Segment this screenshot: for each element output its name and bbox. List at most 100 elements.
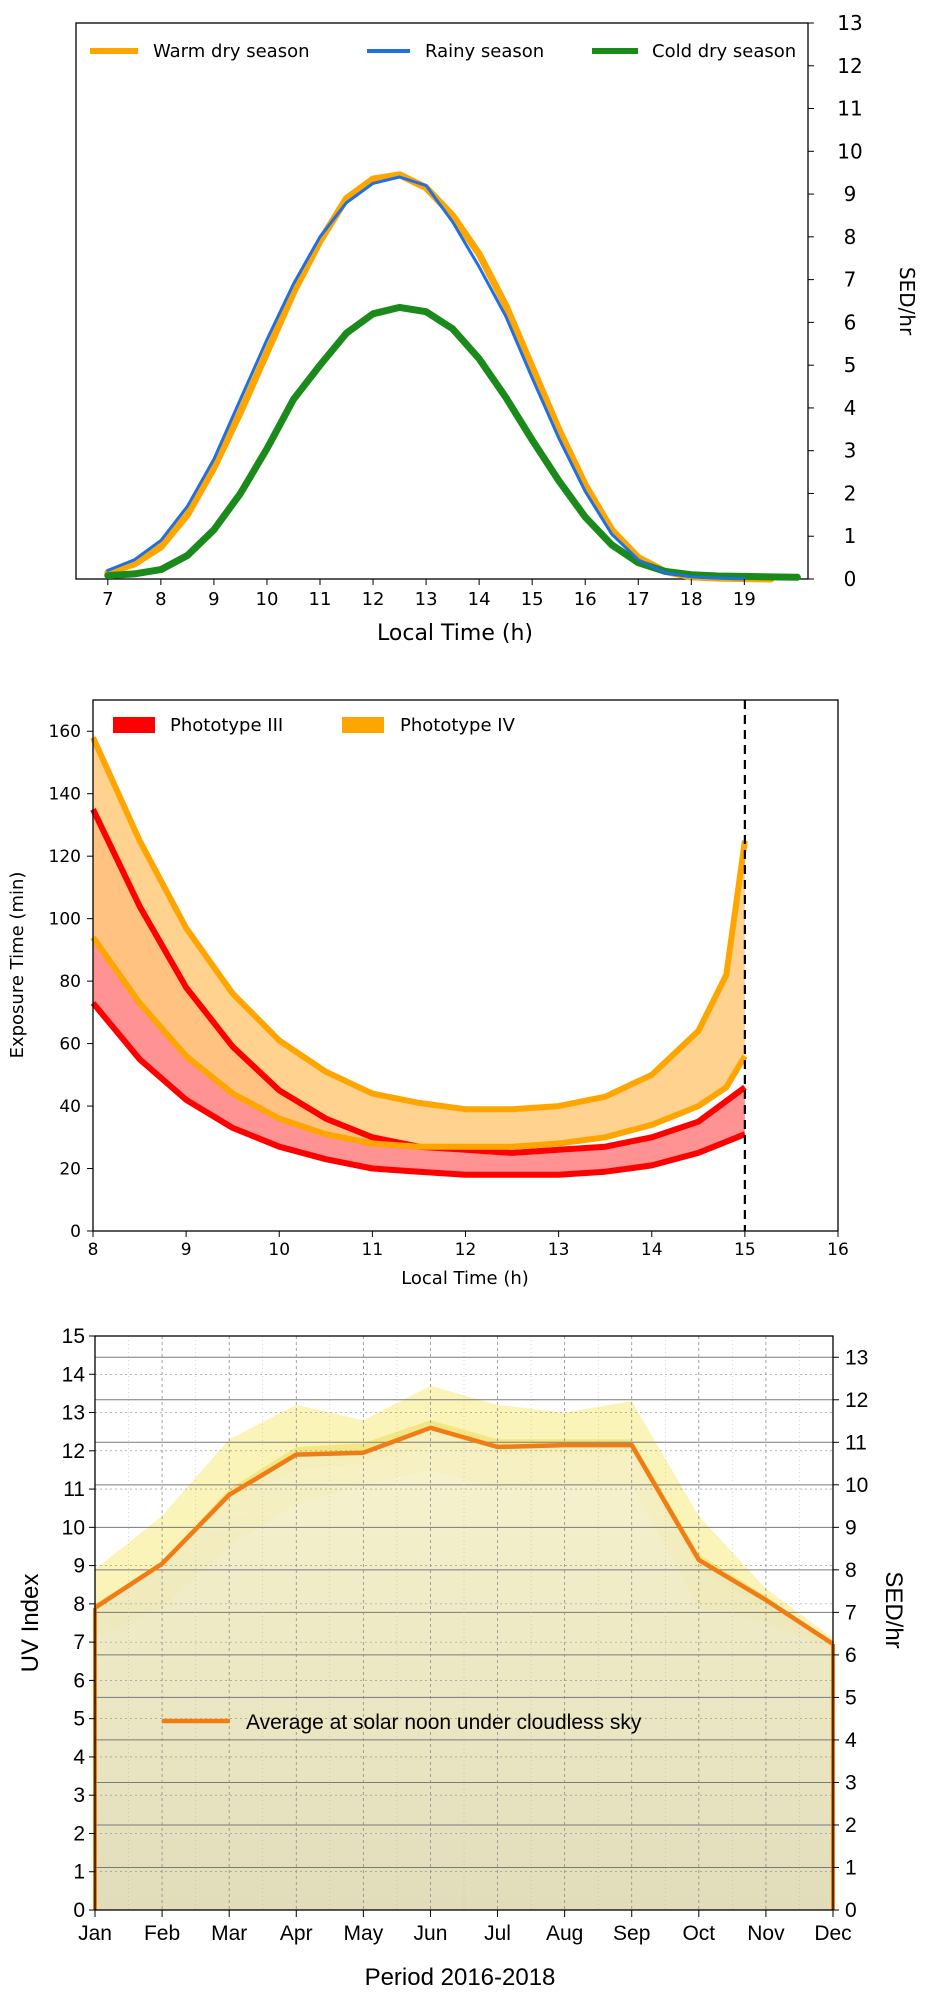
x-tick-label: Sep — [613, 1922, 650, 1945]
x-tick-label: 16 — [574, 589, 597, 610]
plot-frame — [94, 1335, 834, 1911]
y-axis-label: SED/hr — [895, 267, 919, 336]
legend: Average at solar noon under cloudless sk… — [162, 1711, 642, 1734]
y-tick-label-right: 0 — [845, 1899, 857, 1922]
y-tick-label-right: 11 — [845, 1431, 867, 1454]
y-tick-label: 13 — [62, 1402, 85, 1425]
band-edge — [90, 935, 748, 1150]
uncertainty-band-outer — [95, 1385, 833, 1650]
y-axis-label-right: SED/hr — [880, 1571, 907, 1648]
y-tick-label: 1 — [844, 524, 857, 548]
y-tick-label: 15 — [62, 1325, 85, 1348]
panel-seasonal-sed: 7 8 9 10 11 12 13 14 15 16 17 18 19 0123456789101112… — [75, 11, 919, 646]
y-tick-label: 12 — [62, 1440, 85, 1463]
x-tick-label: Nov — [747, 1922, 785, 1945]
x-tick-label: Jul — [484, 1922, 511, 1945]
y-tick-label: 2 — [73, 1822, 85, 1845]
y-tick-label-right: 6 — [845, 1644, 857, 1667]
series-line — [106, 175, 746, 581]
y-tick-label: 2 — [844, 481, 857, 505]
legend-swatch-phototype-iv — [342, 717, 384, 733]
y-tick-label: 13 — [837, 11, 862, 35]
x-tick-label: Mar — [211, 1922, 247, 1945]
legend-swatch-phototype-iii — [113, 717, 155, 733]
x-tick-label: 19 — [733, 589, 756, 610]
y-tick-label-right: 4 — [845, 1729, 857, 1752]
legend-label: Warm dry season — [153, 41, 310, 62]
y-tick-label: 10 — [837, 139, 862, 163]
y-tick-label: 0 — [70, 1222, 81, 1242]
x-tick-label: 13 — [548, 1240, 570, 1260]
series-line — [104, 303, 801, 581]
y-tick-label: 5 — [844, 353, 857, 377]
y-tick-label-right: 10 — [845, 1474, 868, 1497]
y-tick-label: 9 — [73, 1555, 85, 1578]
y-axis-label: Exposure Time (min) — [7, 872, 28, 1059]
x-tick-label: 13 — [415, 589, 438, 610]
x-tick-label: Jun — [414, 1922, 448, 1945]
x-tick-label: 9 — [181, 1240, 192, 1260]
x-tick-label: 10 — [256, 589, 279, 610]
y-tick-label: 14 — [62, 1363, 86, 1386]
band-edge — [90, 736, 748, 1113]
y-tick-label-right: 1 — [845, 1856, 857, 1879]
y-tick-label: 11 — [837, 97, 862, 121]
y-tick-label: 100 — [49, 910, 81, 930]
legend-label: Cold dry season — [652, 41, 796, 62]
x-tick-label: 14 — [641, 1240, 663, 1260]
y-tick-label-right: 7 — [845, 1601, 857, 1624]
y-tick-label: 0 — [844, 567, 857, 591]
x-axis-label: Local Time (h) — [401, 1268, 529, 1289]
x-tick-label: 12 — [362, 589, 385, 610]
series-line — [104, 171, 775, 583]
x-tick-label: 15 — [521, 589, 544, 610]
x-tick-label: 11 — [362, 1240, 384, 1260]
legend-label: Rainy season — [425, 41, 544, 62]
y-tick-label: 9 — [844, 182, 857, 206]
y-tick-label: 3 — [73, 1784, 85, 1807]
x-tick-label: 10 — [268, 1240, 290, 1260]
y-tick-label-right: 3 — [845, 1771, 857, 1794]
y-tick-label: 6 — [844, 310, 857, 334]
y-tick-label: 8 — [73, 1593, 85, 1616]
y-tick-label: 10 — [62, 1516, 85, 1539]
y-tick-label: 4 — [73, 1746, 85, 1769]
y-tick-label-right: 2 — [845, 1814, 857, 1837]
x-axis-label: Local Time (h) — [377, 621, 533, 646]
x-tick-label: 7 — [102, 589, 113, 610]
x-tick-label: 11 — [309, 589, 332, 610]
y-tick-label: 20 — [59, 1160, 81, 1180]
x-tick-label: 18 — [680, 589, 703, 610]
y-tick-label: 60 — [59, 1035, 81, 1055]
x-tick-label: Feb — [144, 1922, 180, 1945]
legend-label: Phototype III — [170, 715, 283, 736]
y-tick-label-right: 5 — [845, 1686, 857, 1709]
y-tick-label: 80 — [59, 972, 81, 992]
y-tick-label: 6 — [73, 1669, 85, 1692]
y-tick-label-right: 12 — [845, 1389, 868, 1412]
x-tick-label: Dec — [814, 1922, 851, 1945]
y-tick-label: 3 — [844, 439, 857, 463]
y-tick-label-right: 9 — [845, 1516, 857, 1539]
panel-exposure-time: 8 9 10 11 12 13 14 15 16 0 20 40 60 80 100 120 140 160 L… — [7, 699, 849, 1289]
x-tick-label: 12 — [455, 1240, 477, 1260]
x-tick-label: 8 — [155, 589, 166, 610]
x-tick-label: Aug — [546, 1922, 583, 1945]
band-edge — [90, 1001, 747, 1178]
series-line — [93, 1425, 835, 1646]
legend-label: Average at solar noon under cloudless sk… — [246, 1711, 642, 1734]
y-tick-label: 120 — [49, 847, 81, 867]
y-tick-label: 0 — [73, 1899, 85, 1922]
legend: Warm dry season Rainy season Cold dry se… — [90, 41, 796, 62]
panel-uv-index: Jan Feb Mar Apr May Jun Jul Aug Sep Oct Nov Dec 012… — [17, 1325, 907, 1991]
x-tick-label: May — [344, 1922, 384, 1945]
y-tick-label-right: 8 — [845, 1559, 857, 1582]
y-tick-label: 5 — [73, 1708, 85, 1731]
x-tick-label: Jan — [78, 1922, 112, 1945]
y-tick-label: 11 — [63, 1478, 85, 1501]
plot-frame — [75, 22, 809, 580]
y-tick-label-right: 13 — [845, 1346, 868, 1369]
x-tick-label: 16 — [827, 1240, 849, 1260]
x-tick-label: 14 — [468, 589, 491, 610]
